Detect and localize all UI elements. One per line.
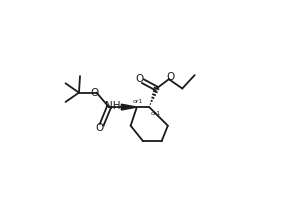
Text: or1: or1	[151, 111, 161, 116]
Text: O: O	[90, 88, 98, 98]
Text: O: O	[95, 123, 104, 133]
Text: O: O	[167, 72, 175, 82]
Text: or1: or1	[133, 99, 143, 104]
Polygon shape	[121, 104, 137, 110]
Text: NH: NH	[105, 101, 120, 111]
Text: O: O	[135, 74, 144, 84]
